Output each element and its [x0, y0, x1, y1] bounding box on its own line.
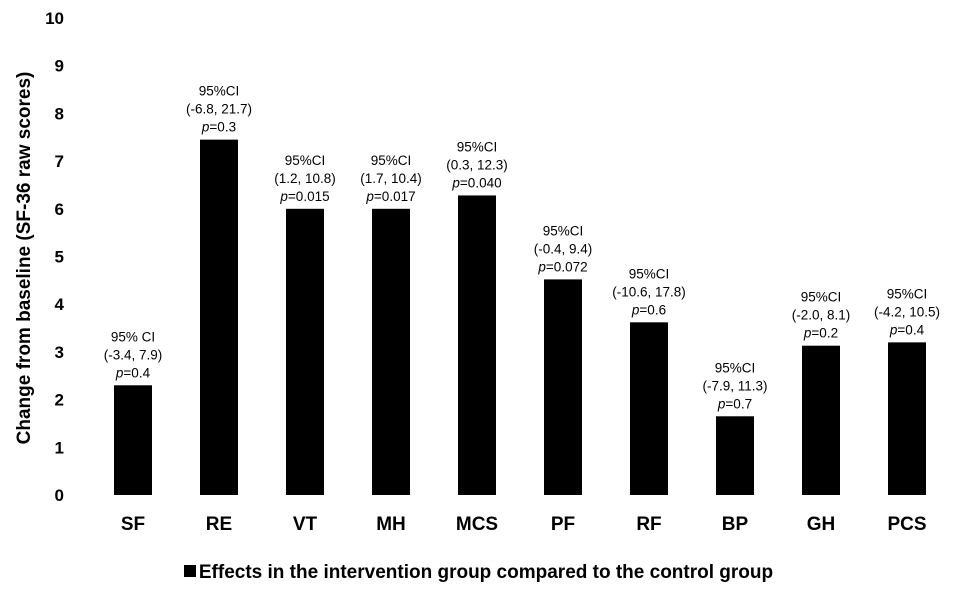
- y-ticks: 0 1 2 3 4 5 6 7 8 9 10: [45, 9, 64, 505]
- y-tick-label: 5: [55, 248, 64, 267]
- annotation-ci-range: (-3.4, 7.9): [104, 347, 163, 362]
- bar-pcs: [888, 342, 926, 495]
- y-tick-label: 7: [55, 152, 64, 171]
- legend: Effects in the intervention group compar…: [0, 562, 957, 584]
- annotation-ci-label: 95%CI: [887, 286, 928, 301]
- annotation-p-number: =0.017: [374, 189, 416, 204]
- y-tick-label: 9: [55, 57, 64, 76]
- legend-swatch: [183, 565, 196, 577]
- y-tick-label: 4: [55, 295, 65, 314]
- y-tick-label: 6: [55, 200, 64, 219]
- bar-mcs: [458, 195, 496, 495]
- annotation-p-value: p=0.015: [279, 189, 329, 204]
- annotation-p-number: =0.015: [288, 189, 330, 204]
- annotation-ci-range: (-0.4, 9.4): [534, 241, 593, 256]
- y-tick-label: 1: [55, 438, 64, 457]
- x-tick-label: PCS: [887, 514, 926, 535]
- annotation-p-value: p=0.3: [201, 120, 236, 135]
- bar-rf: [630, 322, 668, 495]
- annotations: 95% CI(-3.4, 7.9)p=0.495%CI(-6.8, 21.7)p…: [104, 84, 940, 412]
- annotation-ci-range: (0.3, 12.3): [446, 157, 508, 172]
- x-tick-label: GH: [807, 514, 836, 535]
- annotation-p-symbol: p: [631, 302, 640, 317]
- annotation-p-number: =0.7: [725, 396, 752, 411]
- annotation-p-number: =0.2: [811, 326, 838, 341]
- bar-sf: [114, 385, 152, 495]
- annotation-ci-label: 95%CI: [801, 290, 842, 305]
- y-tick-label: 0: [55, 486, 64, 505]
- bar-mh: [372, 208, 410, 496]
- bar-gh: [802, 345, 840, 495]
- annotation-ci-label: 95%CI: [543, 223, 584, 238]
- annotation-p-symbol: p: [279, 189, 288, 204]
- y-axis-label: Change from baseline (SF-36 raw scores): [14, 72, 35, 445]
- annotation-p-symbol: p: [365, 189, 374, 204]
- annotation-ci-label: 95% CI: [111, 329, 155, 344]
- annotation-ci-label: 95%CI: [629, 266, 670, 281]
- annotation-p-value: p=0.6: [631, 302, 666, 317]
- annotation-ci-label: 95%CI: [715, 360, 756, 375]
- annotation-p-symbol: p: [803, 326, 812, 341]
- annotation-p-symbol: p: [115, 365, 124, 380]
- y-tick-label: 8: [55, 104, 64, 123]
- annotation-p-symbol: p: [451, 175, 460, 190]
- annotation-ci-range: (-10.6, 17.8): [612, 284, 686, 299]
- bar-vt: [286, 208, 324, 496]
- annotation-p-number: =0.3: [209, 120, 236, 135]
- x-tick-label: RF: [636, 514, 661, 535]
- x-tick-label: MCS: [456, 514, 498, 535]
- annotation-ci-range: (-6.8, 21.7): [186, 102, 252, 117]
- y-tick-label: 10: [45, 9, 64, 28]
- x-ticks: SF RE VT MH MCS PF RF BP GH PCS: [121, 514, 927, 535]
- annotation-ci-range: (-2.0, 8.1): [792, 308, 851, 323]
- y-tick-label: 3: [55, 343, 64, 362]
- bar-bp: [716, 416, 754, 495]
- bars: [114, 139, 926, 496]
- bar-pf: [544, 279, 582, 495]
- annotation-ci-range: (1.2, 10.8): [274, 171, 336, 186]
- x-tick-label: BP: [722, 514, 749, 535]
- annotation-p-value: p=0.017: [365, 189, 415, 204]
- annotation-p-number: =0.4: [897, 322, 924, 337]
- annotation-p-number: =0.4: [123, 365, 150, 380]
- x-tick-label: RE: [206, 514, 232, 535]
- annotation-p-symbol: p: [889, 322, 898, 337]
- bar-re: [200, 139, 238, 495]
- annotation-p-number: =0.6: [639, 302, 666, 317]
- y-tick-label: 2: [55, 391, 64, 410]
- x-tick-label: PF: [551, 514, 575, 535]
- annotation-p-number: =0.072: [546, 259, 588, 274]
- annotation-ci-label: 95%CI: [285, 153, 326, 168]
- annotation-p-value: p=0.7: [717, 396, 752, 411]
- annotation-ci-range: (-4.2, 10.5): [874, 304, 940, 319]
- y-axis-label-group: Change from baseline (SF-36 raw scores): [14, 72, 35, 445]
- annotation-p-symbol: p: [537, 259, 546, 274]
- annotation-p-symbol: p: [201, 120, 210, 135]
- annotation-p-value: p=0.2: [803, 326, 838, 341]
- annotation-p-value: p=0.4: [889, 322, 925, 337]
- annotation-ci-label: 95%CI: [457, 139, 498, 154]
- annotation-ci-label: 95%CI: [371, 153, 412, 168]
- annotation-p-value: p=0.072: [537, 259, 587, 274]
- annotation-p-value: p=0.040: [451, 175, 501, 190]
- annotation-ci-range: (1.7, 10.4): [360, 171, 422, 186]
- annotation-p-symbol: p: [717, 396, 726, 411]
- annotation-ci-range: (-7.9, 11.3): [702, 378, 767, 393]
- legend-label: Effects in the intervention group compar…: [198, 562, 774, 583]
- x-tick-label: SF: [121, 514, 145, 535]
- annotation-p-number: =0.040: [460, 175, 502, 190]
- annotation-ci-label: 95%CI: [199, 84, 240, 99]
- x-tick-label: VT: [293, 514, 318, 535]
- x-tick-label: MH: [376, 514, 406, 535]
- annotation-p-value: p=0.4: [115, 365, 151, 380]
